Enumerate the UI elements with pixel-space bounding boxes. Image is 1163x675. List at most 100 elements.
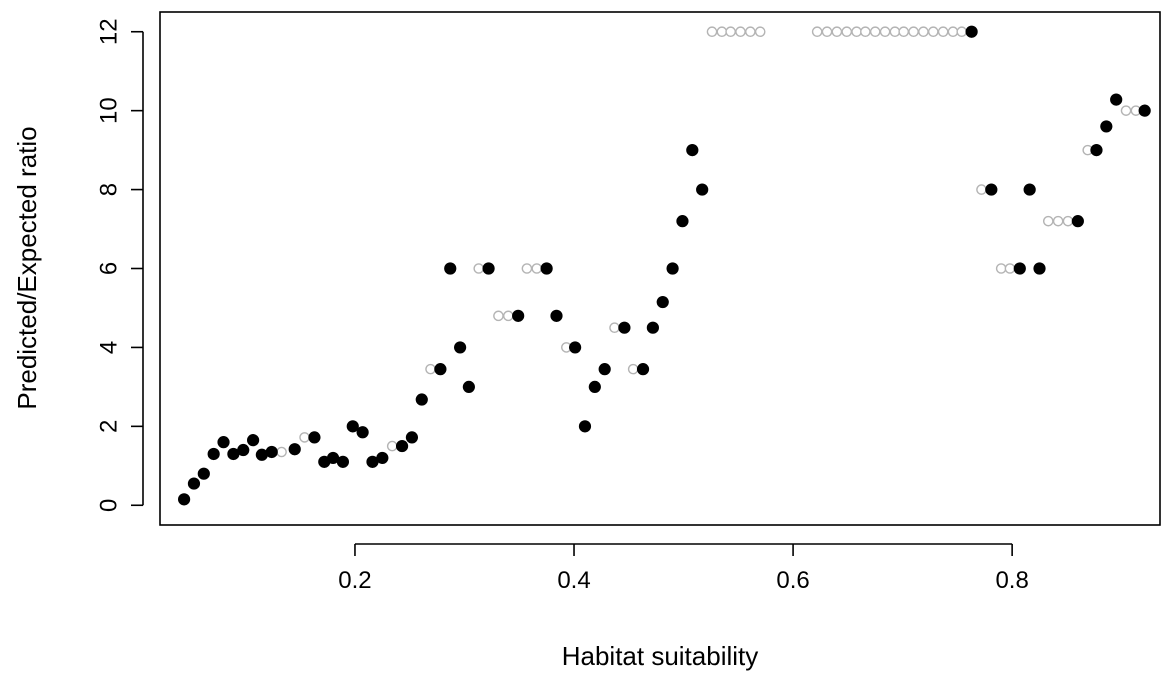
open-data-point bbox=[1004, 263, 1016, 274]
filled-data-point bbox=[207, 447, 220, 461]
x-tick-label: 0.6 bbox=[776, 567, 809, 594]
filled-data-point bbox=[308, 431, 321, 444]
open-data-point bbox=[860, 26, 871, 38]
filled-data-point bbox=[356, 426, 369, 439]
y-tick-label: 0 bbox=[95, 499, 122, 512]
filled-data-point bbox=[540, 262, 553, 275]
open-data-point bbox=[1042, 215, 1054, 227]
filled-data-point bbox=[415, 393, 428, 406]
filled-data-point bbox=[197, 467, 210, 480]
filled-data-point bbox=[265, 445, 278, 459]
filled-data-point bbox=[217, 436, 230, 449]
open-data-point bbox=[976, 184, 987, 195]
filled-data-point bbox=[1110, 93, 1123, 106]
filled-data-point bbox=[569, 341, 582, 354]
y-tick-label: 10 bbox=[95, 97, 122, 124]
filled-data-point bbox=[346, 420, 359, 433]
filled-data-point bbox=[482, 262, 495, 275]
open-data-point bbox=[521, 263, 533, 274]
filled-data-point bbox=[636, 363, 650, 376]
open-data-point bbox=[706, 26, 718, 38]
open-data-point bbox=[609, 322, 620, 333]
filled-data-point bbox=[656, 295, 669, 309]
open-data-point bbox=[735, 26, 746, 38]
open-data-point bbox=[503, 310, 514, 322]
filled-data-point bbox=[336, 455, 350, 468]
plot-frame bbox=[159, 11, 1161, 526]
open-data-point bbox=[831, 26, 843, 38]
filled-data-point bbox=[177, 493, 191, 506]
filled-data-point bbox=[598, 363, 611, 376]
open-data-point bbox=[889, 26, 901, 38]
open-data-point bbox=[898, 26, 910, 38]
filled-data-point bbox=[1023, 183, 1036, 196]
y-tick-label: 6 bbox=[95, 262, 122, 275]
open-data-point bbox=[1052, 215, 1064, 227]
filled-data-point bbox=[1033, 262, 1046, 275]
open-data-point bbox=[947, 26, 959, 38]
filled-data-point bbox=[588, 380, 601, 393]
filled-data-point bbox=[512, 309, 525, 322]
open-data-point bbox=[531, 263, 543, 274]
filled-points-group bbox=[177, 25, 1151, 506]
filled-data-point bbox=[618, 321, 631, 334]
open-data-point bbox=[879, 26, 891, 38]
open-data-point bbox=[276, 446, 287, 458]
open-data-point bbox=[754, 26, 766, 38]
open-data-point bbox=[386, 440, 398, 452]
filled-data-point bbox=[676, 215, 689, 228]
filled-data-point bbox=[444, 262, 457, 275]
open-data-point bbox=[299, 432, 310, 443]
filled-data-point bbox=[288, 443, 301, 456]
open-points-group bbox=[276, 26, 1142, 458]
open-data-point bbox=[956, 26, 968, 38]
filled-data-point bbox=[187, 477, 201, 490]
y-axis-title: Predicted/Expected ratio bbox=[12, 126, 42, 409]
y-tick-label: 2 bbox=[95, 420, 122, 433]
y-tick-label: 4 bbox=[95, 341, 122, 354]
filled-data-point bbox=[246, 434, 260, 447]
filled-data-point bbox=[405, 431, 419, 444]
y-tick-label: 8 bbox=[95, 183, 122, 196]
open-data-point bbox=[918, 26, 929, 38]
filled-data-point bbox=[578, 420, 592, 433]
open-data-point bbox=[869, 26, 881, 38]
filled-data-point bbox=[550, 309, 563, 322]
open-data-point bbox=[425, 363, 436, 375]
filled-data-point bbox=[1013, 262, 1026, 275]
filled-data-point bbox=[237, 443, 250, 457]
filled-data-point bbox=[454, 341, 467, 354]
filled-data-point bbox=[666, 262, 679, 275]
open-data-point bbox=[1062, 215, 1074, 227]
open-data-point bbox=[851, 26, 862, 38]
open-data-point bbox=[927, 26, 939, 38]
open-data-point bbox=[1120, 105, 1132, 116]
x-tick-label: 0.8 bbox=[995, 567, 1028, 594]
open-data-point bbox=[937, 26, 949, 38]
filled-data-point bbox=[434, 363, 447, 376]
open-data-point bbox=[627, 363, 639, 375]
x-axis-title: Habitat suitability bbox=[562, 641, 759, 671]
filled-data-point bbox=[1100, 120, 1113, 133]
filled-data-point bbox=[985, 183, 998, 196]
filled-data-point bbox=[462, 380, 475, 393]
open-data-point bbox=[473, 263, 485, 274]
filled-data-point bbox=[696, 183, 709, 196]
filled-data-point bbox=[965, 25, 978, 38]
filled-data-point bbox=[395, 439, 409, 453]
open-data-point bbox=[995, 263, 1007, 274]
open-data-point bbox=[821, 26, 833, 38]
filled-data-point bbox=[1090, 144, 1103, 157]
filled-data-point bbox=[1138, 104, 1151, 117]
open-data-point bbox=[811, 26, 823, 38]
x-axis: 0.2 0.4 0.6 0.8 bbox=[338, 543, 1029, 594]
filled-data-point bbox=[376, 451, 389, 465]
y-tick-label: 12 bbox=[95, 18, 122, 45]
open-data-point bbox=[716, 26, 728, 38]
filled-data-point bbox=[1071, 215, 1084, 228]
open-data-point bbox=[841, 26, 853, 38]
x-tick-label: 0.4 bbox=[557, 567, 590, 594]
open-data-point bbox=[908, 26, 919, 38]
open-data-point bbox=[725, 26, 736, 38]
